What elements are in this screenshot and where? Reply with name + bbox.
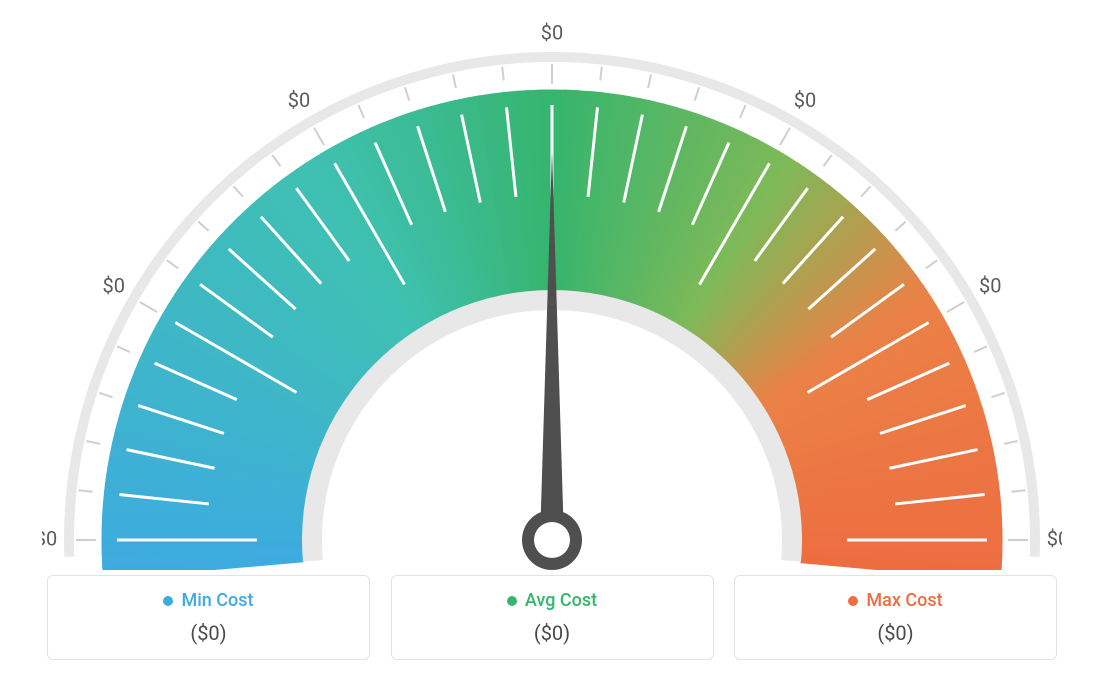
gauge-svg: $0 $0 $0 $0 $0 $0 $0 <box>42 10 1062 570</box>
legend-dot-max <box>848 596 858 606</box>
svg-text:$0: $0 <box>1047 526 1062 550</box>
legend-value-min: ($0) <box>190 621 226 645</box>
legend-row: Min Cost ($0) Avg Cost ($0) Max Cost ($0… <box>47 575 1057 660</box>
legend-card-avg: Avg Cost ($0) <box>391 575 714 660</box>
svg-text:$0: $0 <box>979 273 1001 297</box>
svg-text:$0: $0 <box>42 526 57 550</box>
svg-text:$0: $0 <box>794 88 816 112</box>
legend-card-max: Max Cost ($0) <box>734 575 1057 660</box>
legend-value-avg: ($0) <box>534 621 570 645</box>
legend-dot-avg <box>507 596 517 606</box>
legend-title-row-min: Min Cost <box>163 590 253 611</box>
legend-dot-min <box>163 596 173 606</box>
legend-title-avg: Avg Cost <box>525 590 597 611</box>
legend-title-row-avg: Avg Cost <box>507 590 597 611</box>
legend-card-min: Min Cost ($0) <box>47 575 370 660</box>
gauge-chart: $0 $0 $0 $0 $0 $0 $0 <box>42 10 1062 570</box>
svg-text:$0: $0 <box>541 20 563 44</box>
legend-title-min: Min Cost <box>181 590 253 611</box>
legend-value-max: ($0) <box>877 621 913 645</box>
svg-text:$0: $0 <box>288 88 310 112</box>
svg-text:$0: $0 <box>103 273 125 297</box>
legend-title-row-max: Max Cost <box>848 590 942 611</box>
legend-title-max: Max Cost <box>866 590 942 611</box>
